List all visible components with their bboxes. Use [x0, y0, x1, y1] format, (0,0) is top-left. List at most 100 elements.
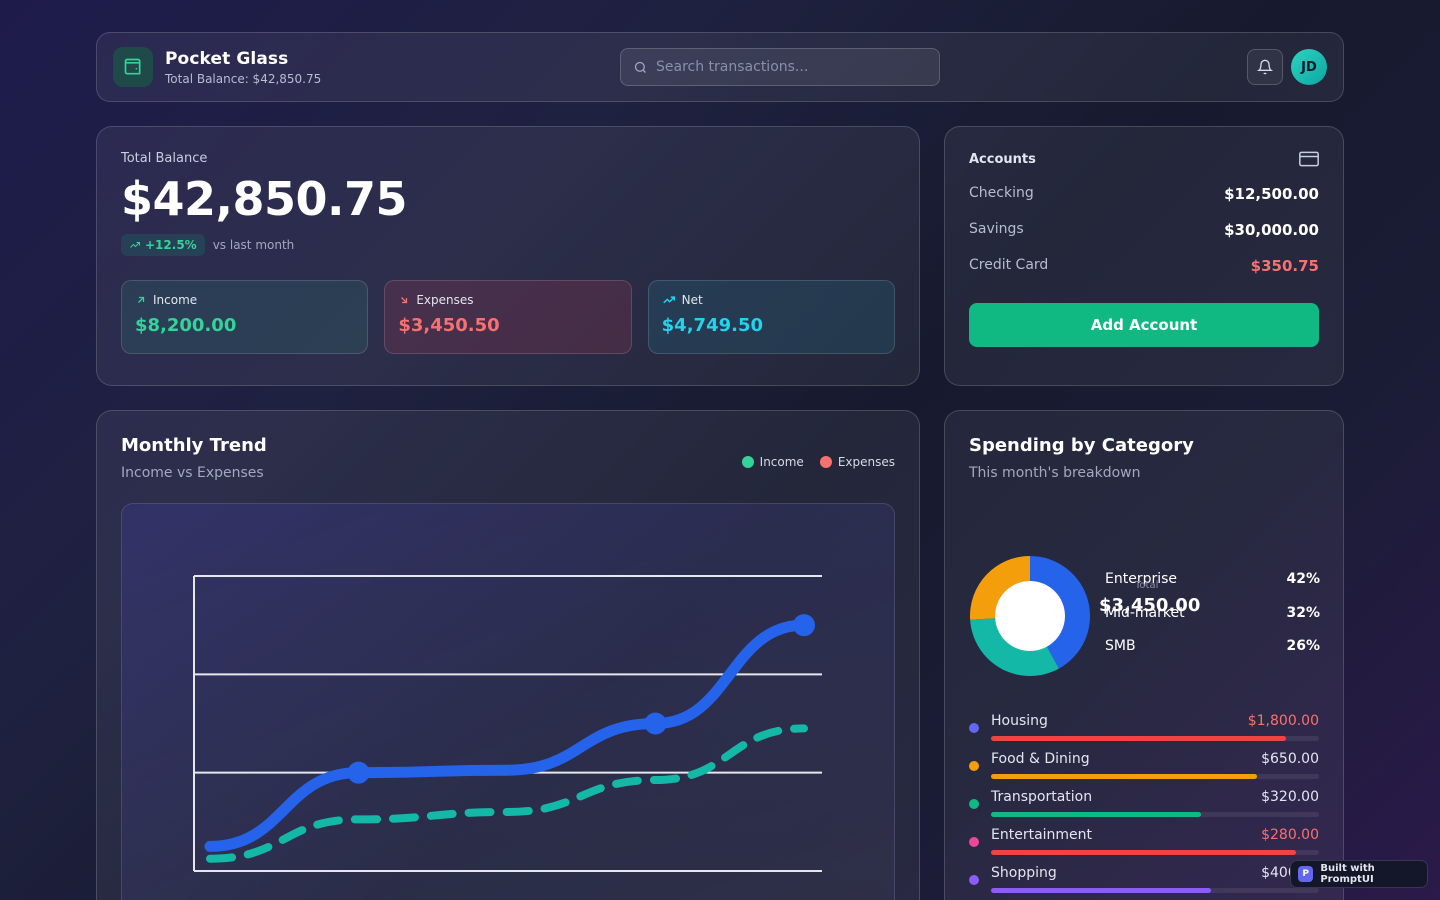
- category-dot: [969, 799, 979, 809]
- category-name: Housing: [991, 713, 1048, 729]
- total-balance-amount: $42,850.75: [121, 172, 408, 226]
- category-progress-track: [991, 736, 1319, 741]
- category-name: Shopping: [991, 865, 1057, 881]
- segment-percent: 26%: [1286, 638, 1320, 654]
- account-name: Savings: [969, 221, 1024, 237]
- segment-name: Enterprise: [1105, 571, 1178, 587]
- spending-subtitle: This month's breakdown: [969, 465, 1141, 481]
- segment-row: Mid-market 32%: [1105, 605, 1320, 639]
- category-progress-track: [991, 850, 1319, 855]
- app-title: Pocket Glass: [165, 48, 289, 69]
- category-row[interactable]: Food & Dining $650.00: [969, 751, 1319, 789]
- search-input[interactable]: [656, 59, 916, 75]
- legend-label: Expenses: [837, 455, 895, 469]
- line-chart-svg: [193, 575, 822, 872]
- accounts-card: Accounts Checking $12,500.00 Savings $30…: [944, 126, 1344, 386]
- donut-center-value: $3,450.00: [1099, 595, 1201, 616]
- credit-card-icon: [1299, 151, 1319, 167]
- category-amount: $650.00: [1261, 751, 1319, 767]
- segment-name: Mid-market: [1105, 604, 1185, 621]
- expenses-value: $3,450.50: [398, 315, 500, 336]
- category-amount: $320.00: [1261, 789, 1319, 805]
- account-amount: $12,500.00: [1224, 185, 1319, 203]
- change-percent: +12.5%: [145, 238, 197, 252]
- legend-income: Income: [741, 455, 804, 469]
- income-label: Income: [153, 293, 198, 307]
- line-chart: [121, 503, 895, 900]
- category-row[interactable]: Housing $1,800.00: [969, 713, 1319, 751]
- app-header: Pocket Glass Total Balance: $42,850.75 J…: [96, 32, 1344, 102]
- category-dot: [969, 837, 979, 847]
- category-row[interactable]: Transportation $320.00: [969, 789, 1319, 827]
- badge-label: Built with PromptUI: [1320, 863, 1375, 885]
- donut-center-label: Total: [1135, 580, 1159, 591]
- category-dot: [969, 875, 979, 885]
- account-row-credit-card[interactable]: Credit Card $350.75: [969, 257, 1319, 275]
- category-progress-track: [991, 888, 1319, 893]
- category-dot: [969, 723, 979, 733]
- category-progress-fill: [991, 888, 1211, 893]
- header-balance-subtitle: Total Balance: $42,850.75: [165, 71, 322, 86]
- net-value: $4,749.50: [661, 315, 764, 336]
- legend-dot: [741, 456, 754, 468]
- account-row-savings[interactable]: Savings $30,000.00: [969, 221, 1319, 239]
- built-with-badge[interactable]: P Built with PromptUI: [1290, 860, 1428, 888]
- accounts-title: Accounts: [969, 151, 1036, 167]
- search-icon: [634, 61, 646, 73]
- trend-subtitle: Income vs Expenses: [121, 465, 264, 481]
- category-name: Transportation: [991, 789, 1093, 805]
- donut-slice-mid-market: [970, 618, 1059, 676]
- total-balance-label: Total Balance: [121, 151, 208, 166]
- monthly-trend-card: Monthly Trend Income vs Expenses Income …: [96, 410, 920, 900]
- brand: Pocket Glass Total Balance: $42,850.75: [165, 49, 321, 86]
- account-amount: $30,000.00: [1224, 221, 1319, 239]
- account-row-checking[interactable]: Checking $12,500.00: [969, 185, 1319, 203]
- trend-title: Monthly Trend: [121, 435, 267, 456]
- legend-expenses: Expenses: [819, 455, 895, 469]
- account-name: Checking: [969, 185, 1034, 201]
- segment-percent: 32%: [1286, 604, 1320, 621]
- segment-list: Enterprise 42% Mid-market 32% SMB 26%: [1105, 571, 1320, 672]
- user-avatar[interactable]: JD: [1291, 49, 1327, 85]
- category-row[interactable]: Shopping$400.00: [969, 865, 1319, 900]
- account-name: Credit Card: [969, 257, 1049, 273]
- data-point-income: [793, 614, 815, 637]
- category-progress-fill: [991, 812, 1201, 817]
- legend-dot: [819, 456, 832, 468]
- category-progress-fill: [991, 736, 1287, 741]
- change-badge: +12.5%: [121, 234, 205, 256]
- category-progress-fill: [991, 850, 1297, 855]
- series-line-income: [204, 619, 810, 852]
- donut-center: Total $3,450.00: [1099, 580, 1201, 616]
- legend-label: Income: [759, 455, 804, 469]
- category-dot: [969, 761, 979, 771]
- income-stat: Income $8,200.00: [121, 280, 369, 354]
- promptui-logo-icon: P: [1298, 866, 1314, 882]
- net-label: Net: [681, 293, 703, 307]
- category-amount: $280.00: [1261, 827, 1319, 843]
- category-list: Housing $1,800.00 Food & Dining $650.00 Tran…: [969, 713, 1319, 900]
- total-balance-card: Total Balance $42,850.75 +12.5% vs last …: [96, 126, 920, 386]
- category-progress-track: [991, 812, 1319, 817]
- category-amount: $1,800.00: [1247, 713, 1319, 729]
- segment-name: SMB: [1105, 638, 1136, 654]
- account-amount: $350.75: [1250, 257, 1319, 275]
- income-value: $8,200.00: [135, 315, 237, 336]
- spending-title: Spending by Category: [969, 435, 1194, 456]
- search-bar[interactable]: [620, 48, 940, 86]
- donut-slice-enterprise: [1030, 556, 1090, 669]
- add-account-button[interactable]: Add Account: [969, 303, 1319, 347]
- category-row[interactable]: Entertainment $280.00: [969, 827, 1319, 865]
- notifications-button[interactable]: [1247, 49, 1283, 85]
- donut-chart: [969, 555, 1091, 681]
- arrow-down-right-icon: [401, 297, 408, 304]
- segment-row: SMB 26%: [1105, 638, 1320, 672]
- expenses-label: Expenses: [416, 293, 474, 307]
- bell-icon: [1257, 59, 1273, 75]
- trending-up-icon: [130, 242, 140, 248]
- spending-card: Spending by Category This month's breakd…: [944, 410, 1344, 900]
- series-line-expenses: [206, 724, 808, 863]
- data-point-income: [644, 712, 667, 735]
- expenses-stat: Expenses $3,450.50: [384, 280, 632, 354]
- category-name: Food & Dining: [991, 751, 1090, 767]
